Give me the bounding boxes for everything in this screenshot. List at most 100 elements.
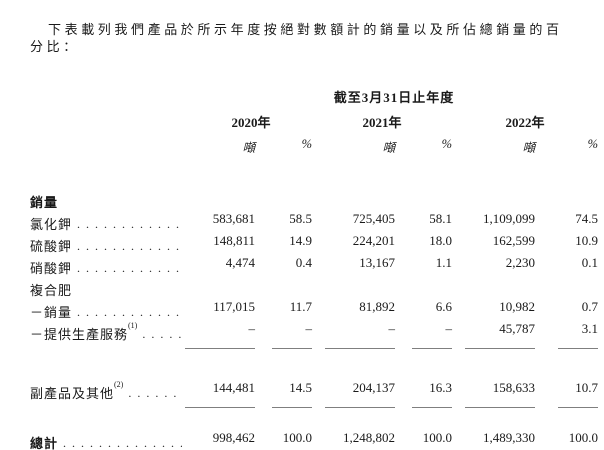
value-pct-2020: –	[255, 321, 312, 349]
value-ton-2022: 162,599	[492, 233, 535, 248]
value-pct-2022: 100.0	[535, 430, 598, 450]
table-row-compound-fertilizer-sales: －銷量 117,015 11.7 81,892 6.6 10,982 0.7	[30, 299, 598, 321]
leader-dots	[77, 237, 182, 255]
table-row-byproducts-and-others: 副產品及其他 (2) 144,481 14.5 204,137 16.3 158…	[30, 380, 598, 408]
value-ton-2022: 45,787	[452, 321, 535, 349]
table-row-potassium-sulfate: 硫酸鉀 148,811 14.9 224,201 18.0 162,599 10…	[30, 233, 598, 255]
row-label: 氯化鉀	[30, 217, 73, 232]
value-ton-2021: 1,248,802	[312, 430, 395, 450]
value-pct-2020: 58.5	[289, 211, 312, 226]
footnote-marker: (2)	[114, 380, 124, 389]
footnote-marker: (1)	[128, 321, 138, 330]
value-ton-2020: 998,462	[190, 430, 255, 450]
value-ton-2020: 117,015	[213, 299, 255, 314]
value-pct-2022	[535, 189, 598, 211]
value-ton-2022: 1,109,099	[483, 211, 535, 226]
leader-dots	[77, 259, 182, 277]
table-unit-header-row: 噸 % 噸 % 噸 %	[30, 131, 598, 156]
value-pct-2021: 6.6	[435, 299, 452, 314]
leader-dots	[77, 215, 182, 233]
label-column-spacer	[30, 87, 190, 106]
table-row-potassium-chloride: 氯化鉀 583,681 58.5 725,405 58.1 1,109,099 …	[30, 211, 598, 233]
value-pct-2021: 18.0	[429, 233, 452, 248]
label-column-spacer	[30, 131, 190, 156]
value-pct-2021: 16.3	[395, 380, 452, 408]
table-period-header-row: 截至3月31日止年度	[30, 87, 598, 106]
value-ton-2021	[312, 277, 395, 299]
value-pct-2022: 74.5	[575, 211, 598, 226]
value-pct-2021	[395, 277, 452, 299]
value-ton-2021: 81,892	[359, 299, 395, 314]
value-ton-2022: 10,982	[499, 299, 535, 314]
value-pct-2021: 1.1	[435, 255, 452, 270]
value-ton-2020	[190, 189, 255, 211]
value-pct-2021: 100.0	[395, 430, 452, 450]
value-ton-2020: –	[185, 321, 255, 349]
value-ton-2021: 725,405	[352, 211, 395, 226]
value-pct-2020: 14.9	[289, 233, 312, 248]
unit-header-pct-2022: %	[587, 137, 598, 151]
year-header-2021: 2021年	[362, 115, 402, 130]
year-header-2022: 2022年	[505, 115, 545, 130]
table-year-header-row: 2020年 2021年 2022年	[30, 106, 598, 131]
value-pct-2020: 100.0	[255, 430, 312, 450]
row-label: 銷量	[30, 195, 59, 210]
value-pct-2021: 58.1	[429, 211, 452, 226]
row-label: 副產品及其他	[30, 386, 115, 401]
value-pct-2022: 10.7	[535, 380, 598, 408]
leader-dots	[63, 434, 182, 450]
value-ton-2020: 4,474	[225, 255, 255, 270]
unit-header-ton-2022: 噸	[522, 141, 535, 155]
sales-table: 截至3月31日止年度 2020年 2021年 2022年 噸 % 噸 % 噸 %…	[30, 87, 598, 450]
value-ton-2020: 583,681	[212, 211, 255, 226]
value-ton-2021: 13,167	[359, 255, 395, 270]
unit-header-pct-2021: %	[441, 137, 452, 151]
value-pct-2020: 14.5	[255, 380, 312, 408]
unit-header-pct-2020: %	[301, 137, 312, 151]
value-pct-2022: 0.1	[581, 255, 598, 270]
label-column-spacer	[30, 106, 190, 131]
value-ton-2022: 2,230	[505, 255, 535, 270]
row-label: 複合肥	[30, 283, 73, 298]
year-header-2020: 2020年	[231, 115, 271, 130]
value-pct-2021: –	[395, 321, 452, 349]
intro-text: 下表載列我們產品於所示年度按絕對數額計的銷量以及所佔總銷量的百分比：	[30, 22, 563, 54]
row-label: 硝酸鉀	[30, 261, 73, 276]
period-header: 截至3月31日止年度	[333, 90, 455, 105]
leader-dots	[77, 303, 182, 321]
row-label: 總計	[30, 436, 59, 450]
value-ton-2021	[312, 189, 395, 211]
table-row-sales-volume-header: 銷量	[30, 189, 598, 211]
value-pct-2020	[255, 189, 312, 211]
value-pct-2021	[395, 189, 452, 211]
table-row-compound-fertilizer-header: 複合肥	[30, 277, 598, 299]
table-row-potassium-nitrate: 硝酸鉀 4,474 0.4 13,167 1.1 2,230 0.1	[30, 255, 598, 277]
value-pct-2020	[255, 277, 312, 299]
row-label: －銷量	[30, 305, 73, 320]
value-ton-2021: –	[312, 321, 395, 349]
table-rows: 銷量 氯化鉀 583,681 58.5 725,405 58.1 1,109,0…	[30, 189, 598, 450]
value-ton-2021: 204,137	[312, 380, 395, 408]
value-pct-2020: 0.4	[295, 255, 312, 270]
leader-dots	[128, 384, 182, 402]
value-ton-2022: 1,489,330	[452, 430, 535, 450]
value-ton-2022	[452, 189, 535, 211]
unit-header-ton-2020: 噸	[242, 141, 255, 155]
value-ton-2021: 224,201	[352, 233, 395, 248]
leader-dots	[142, 325, 182, 343]
value-pct-2022	[535, 277, 598, 299]
value-pct-2022: 10.9	[575, 233, 598, 248]
value-ton-2020: 148,811	[213, 233, 255, 248]
value-ton-2020: 144,481	[185, 380, 255, 408]
value-pct-2022: 0.7	[581, 299, 598, 314]
table-row-total: 總計 998,462 100.0 1,248,802 100.0 1,489,3…	[30, 430, 598, 450]
table-row-compound-fertilizer-production-services: －提供生產服務 (1) – – – – 45,787 3.1	[30, 321, 598, 349]
value-ton-2022	[452, 277, 535, 299]
value-ton-2022: 158,633	[452, 380, 535, 408]
unit-header-ton-2021: 噸	[382, 141, 395, 155]
value-pct-2022: 3.1	[535, 321, 598, 349]
row-label: 硫酸鉀	[30, 239, 73, 254]
value-pct-2020: 11.7	[289, 299, 312, 314]
value-ton-2020	[190, 277, 255, 299]
